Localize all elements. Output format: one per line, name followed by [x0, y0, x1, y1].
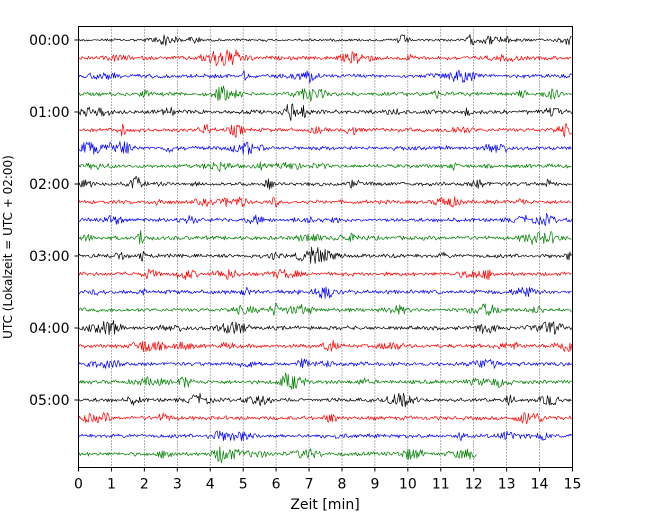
trace-line — [78, 103, 573, 121]
x-tick-label: 5 — [239, 477, 248, 493]
trace-line — [78, 230, 572, 245]
trace-line — [78, 358, 572, 369]
x-tick-label: 3 — [173, 477, 182, 493]
trace-line — [78, 286, 572, 299]
x-tick-label: 6 — [272, 477, 281, 493]
y-axis-label: UTC (Lokalzeit = UTC + 02:00) — [1, 155, 15, 339]
y-tick-label: 02:00 — [29, 177, 69, 193]
trace-line — [78, 268, 572, 280]
traces — [78, 34, 573, 464]
y-axis: 00:00 01:00 02:00 03:00 04:00 05:00 — [29, 33, 79, 409]
trace-line — [78, 175, 572, 190]
trace-line — [78, 49, 572, 67]
trace-line — [78, 123, 572, 138]
x-tick-label: 11 — [432, 477, 450, 493]
trace-line — [78, 213, 573, 226]
x-tick-label: 2 — [140, 477, 149, 493]
trace-line — [78, 246, 573, 264]
y-tick-label: 05:00 — [29, 393, 69, 409]
x-tick-label: 15 — [564, 477, 582, 493]
y-tick-label: 03:00 — [29, 249, 69, 265]
trace-line — [78, 161, 572, 173]
plot-frame — [78, 26, 573, 468]
trace-line — [78, 302, 572, 317]
trace-line — [78, 339, 573, 353]
x-axis-label: Zeit [min] — [290, 497, 359, 513]
x-tick-label: 13 — [498, 477, 516, 493]
trace-line — [78, 85, 572, 102]
x-tick-label: 12 — [465, 477, 483, 493]
x-axis: 0 1 2 3 4 5 6 7 8 9 10 11 12 13 14 15 — [74, 467, 582, 493]
trace-line — [78, 141, 572, 155]
y-tick-label: 00:00 — [29, 33, 69, 49]
x-tick-label: 7 — [305, 477, 314, 493]
trace-line — [78, 372, 572, 390]
trace-line — [78, 430, 572, 442]
y-tick-label: 04:00 — [29, 321, 69, 337]
trace-line — [78, 320, 573, 336]
x-tick-label: 1 — [107, 477, 116, 493]
x-tick-label: 10 — [399, 477, 417, 493]
y-tick-label: 01:00 — [29, 105, 69, 121]
x-tick-label: 0 — [74, 477, 83, 493]
trace-line — [78, 446, 477, 464]
trace-line — [78, 34, 572, 46]
x-tick-label: 9 — [370, 477, 379, 493]
trace-line — [78, 70, 572, 84]
x-tick-label: 14 — [531, 477, 549, 493]
x-tick-label: 8 — [338, 477, 347, 493]
trace-line — [78, 412, 572, 425]
trace-line — [78, 392, 572, 408]
x-tick-label: 4 — [206, 477, 215, 493]
trace-line — [78, 196, 572, 208]
